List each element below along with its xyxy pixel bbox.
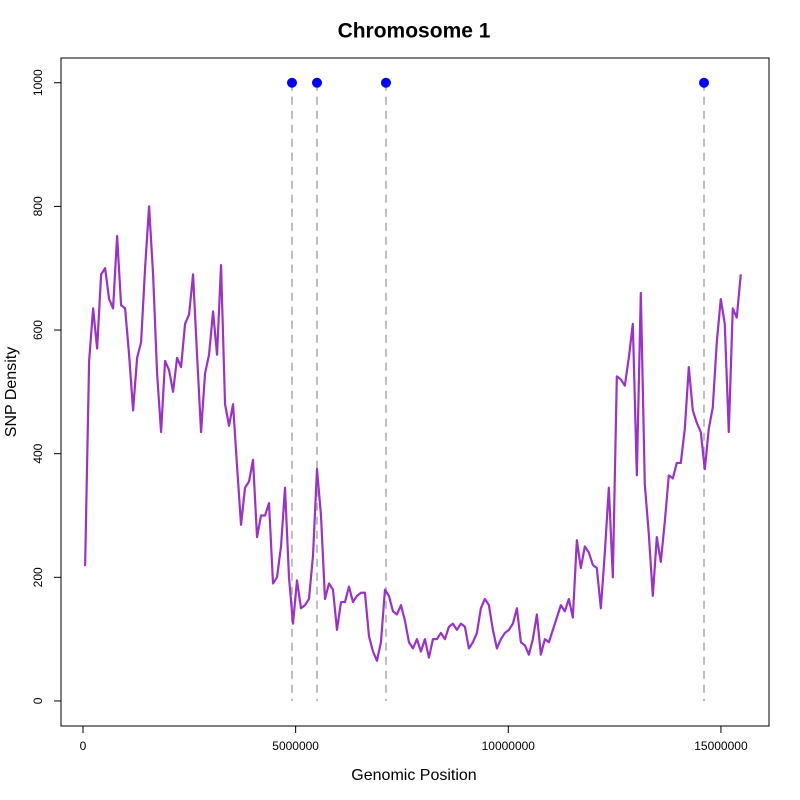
y-tick-label: 600	[31, 320, 45, 340]
highlight-point	[286, 77, 297, 88]
x-tick-label: 0	[80, 739, 87, 753]
x-tick-label: 10000000	[482, 739, 536, 753]
y-tick-label: 800	[31, 196, 45, 216]
highlight-point	[311, 77, 322, 88]
highlight-point	[699, 77, 710, 88]
y-tick-label: 1000	[31, 69, 45, 96]
plot-frame	[60, 57, 770, 727]
y-tick-label: 400	[31, 443, 45, 463]
y-tick-label: 0	[31, 697, 45, 704]
density-line	[84, 205, 742, 662]
y-axis-label: SNP Density	[3, 347, 20, 437]
highlight-point	[380, 77, 391, 88]
chart-title: Chromosome 1	[338, 20, 491, 43]
y-tick-label: 200	[31, 567, 45, 587]
x-axis-label: Genomic Position	[351, 767, 476, 784]
x-tick-label: 5000000	[272, 739, 319, 753]
x-tick-label: 15000000	[694, 739, 748, 753]
